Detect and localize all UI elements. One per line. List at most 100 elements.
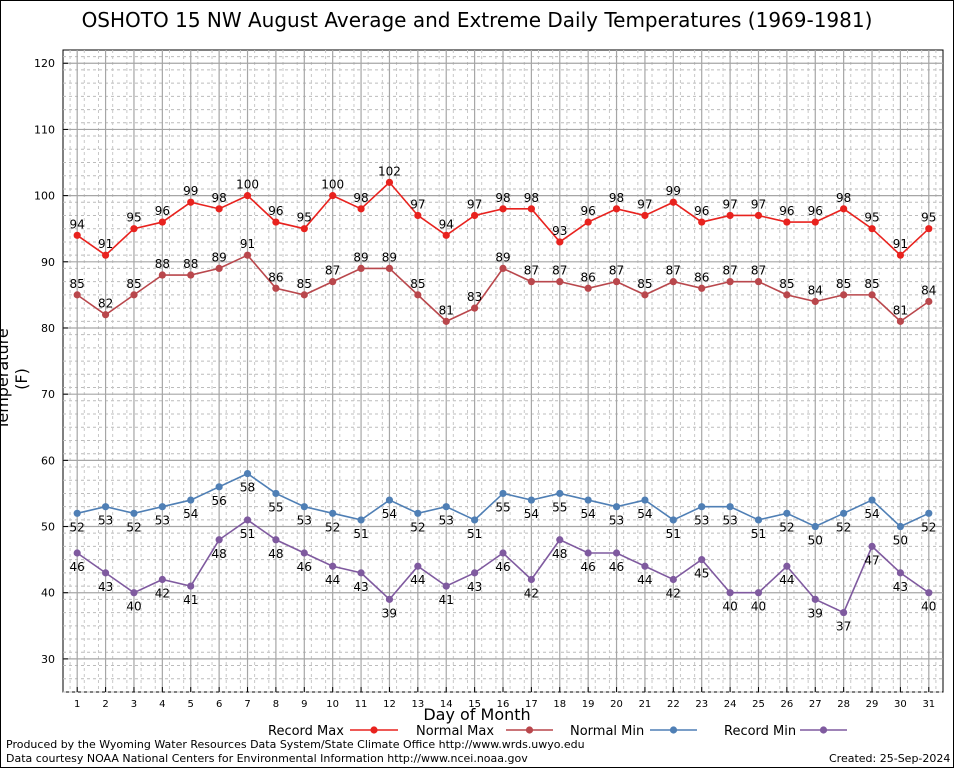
data-point-record-min	[726, 589, 734, 597]
legend-label-normal-max: Normal Max	[416, 724, 494, 739]
data-point-normal-max	[73, 291, 81, 299]
data-label-normal-max: 85	[836, 277, 851, 291]
data-point-normal-min	[896, 522, 905, 531]
data-label-record-max: 95	[921, 211, 936, 225]
chart-title: OSHOTO 15 NW August Average and Extreme …	[81, 8, 873, 32]
data-label-record-min: 46	[609, 560, 624, 574]
x-tick-label: 13	[411, 699, 424, 710]
data-label-record-min: 48	[268, 547, 283, 561]
data-label-record-max: 97	[722, 197, 737, 211]
x-tick-label: 4	[159, 699, 165, 710]
data-label-record-max: 95	[126, 211, 141, 225]
y-tick-label: 110	[34, 123, 55, 136]
data-label-normal-min: 51	[751, 527, 766, 541]
data-label-record-min: 39	[382, 606, 397, 620]
data-label-record-max: 98	[495, 191, 510, 205]
x-tick-label: 16	[497, 699, 510, 710]
data-point-record-min	[357, 569, 365, 577]
x-tick-label: 17	[525, 699, 538, 710]
data-label-record-min: 37	[836, 620, 851, 634]
data-label-record-min: 45	[694, 567, 709, 581]
data-point-record-max	[754, 211, 763, 220]
data-label-record-min: 40	[921, 600, 936, 614]
data-point-normal-min	[130, 509, 138, 517]
data-label-record-max: 94	[439, 217, 454, 231]
legend-marker-normal-max	[525, 726, 534, 734]
data-point-normal-min	[101, 503, 110, 511]
x-axis-label: Day of Month	[423, 705, 531, 724]
data-label-record-min: 39	[808, 606, 823, 620]
data-point-record-max	[499, 205, 507, 213]
data-label-normal-min: 53	[297, 514, 312, 528]
data-point-normal-min	[584, 496, 592, 504]
x-tick-label: 5	[188, 699, 194, 710]
data-label-record-min: 42	[155, 586, 170, 600]
data-point-record-max	[698, 218, 706, 226]
data-point-normal-max	[158, 271, 166, 279]
x-tick-label: 3	[131, 699, 137, 710]
legend-label-normal-min: Normal Min	[570, 724, 644, 739]
data-point-record-min	[442, 582, 450, 590]
x-tick-label: 26	[781, 699, 794, 710]
data-label-normal-max: 85	[126, 277, 141, 291]
data-label-normal-max: 87	[751, 264, 766, 278]
y-tick-label: 60	[41, 454, 55, 467]
data-point-normal-min	[272, 489, 280, 498]
data-point-normal-min	[811, 522, 819, 531]
data-point-record-min	[612, 549, 621, 557]
data-label-normal-max: 85	[779, 277, 794, 291]
data-point-record-min	[187, 582, 195, 590]
data-point-normal-max	[357, 264, 365, 273]
data-label-record-max: 97	[467, 197, 482, 211]
data-point-normal-min	[698, 503, 706, 511]
x-tick-label: 19	[582, 699, 595, 710]
y-tick-label: 120	[34, 57, 55, 70]
data-point-normal-min	[414, 509, 422, 517]
data-point-normal-max	[101, 311, 110, 319]
data-label-record-max: 91	[893, 237, 908, 251]
legend-marker-normal-min	[669, 726, 678, 734]
data-point-normal-min	[187, 496, 195, 504]
data-point-normal-max	[187, 271, 195, 279]
data-label-normal-max: 83	[467, 290, 482, 304]
data-point-record-min	[158, 575, 166, 584]
data-label-record-min: 51	[240, 527, 255, 541]
data-label-normal-max: 87	[325, 264, 340, 278]
data-point-record-max	[215, 205, 223, 213]
data-point-record-min	[556, 536, 564, 544]
data-label-normal-min: 55	[495, 500, 510, 514]
data-point-normal-max	[698, 284, 706, 292]
data-point-normal-min	[612, 503, 621, 511]
data-point-normal-max	[527, 278, 535, 286]
data-label-normal-max: 88	[183, 257, 198, 271]
data-point-normal-min	[73, 509, 81, 517]
data-point-normal-max	[272, 284, 280, 292]
data-point-normal-min	[925, 509, 933, 517]
data-label-record-min: 41	[439, 593, 454, 607]
data-point-normal-max	[783, 291, 791, 299]
data-point-record-max	[243, 192, 252, 200]
data-point-normal-max	[896, 317, 905, 325]
data-label-normal-max: 89	[382, 250, 397, 264]
data-label-normal-min: 52	[325, 520, 340, 534]
data-label-record-max: 97	[751, 197, 766, 211]
data-label-normal-min: 54	[637, 507, 652, 521]
data-point-record-max	[783, 218, 791, 226]
data-point-normal-min	[840, 509, 848, 517]
data-label-normal-max: 85	[297, 277, 312, 291]
data-label-record-min: 42	[666, 586, 681, 600]
data-label-record-max: 93	[552, 224, 567, 238]
data-label-normal-min: 53	[98, 514, 113, 528]
x-tick-label: 9	[301, 699, 307, 710]
data-label-normal-max: 85	[410, 277, 425, 291]
data-point-record-min	[868, 542, 876, 550]
data-point-normal-max	[868, 291, 876, 299]
data-label-record-min: 47	[864, 553, 879, 567]
data-label-normal-min: 54	[864, 507, 879, 521]
data-label-normal-min: 51	[353, 527, 368, 541]
data-point-normal-min	[243, 469, 252, 478]
x-tick-label: 1	[74, 699, 80, 710]
data-point-normal-max	[329, 278, 337, 286]
data-point-record-max	[868, 225, 876, 233]
data-point-record-max	[840, 205, 848, 213]
